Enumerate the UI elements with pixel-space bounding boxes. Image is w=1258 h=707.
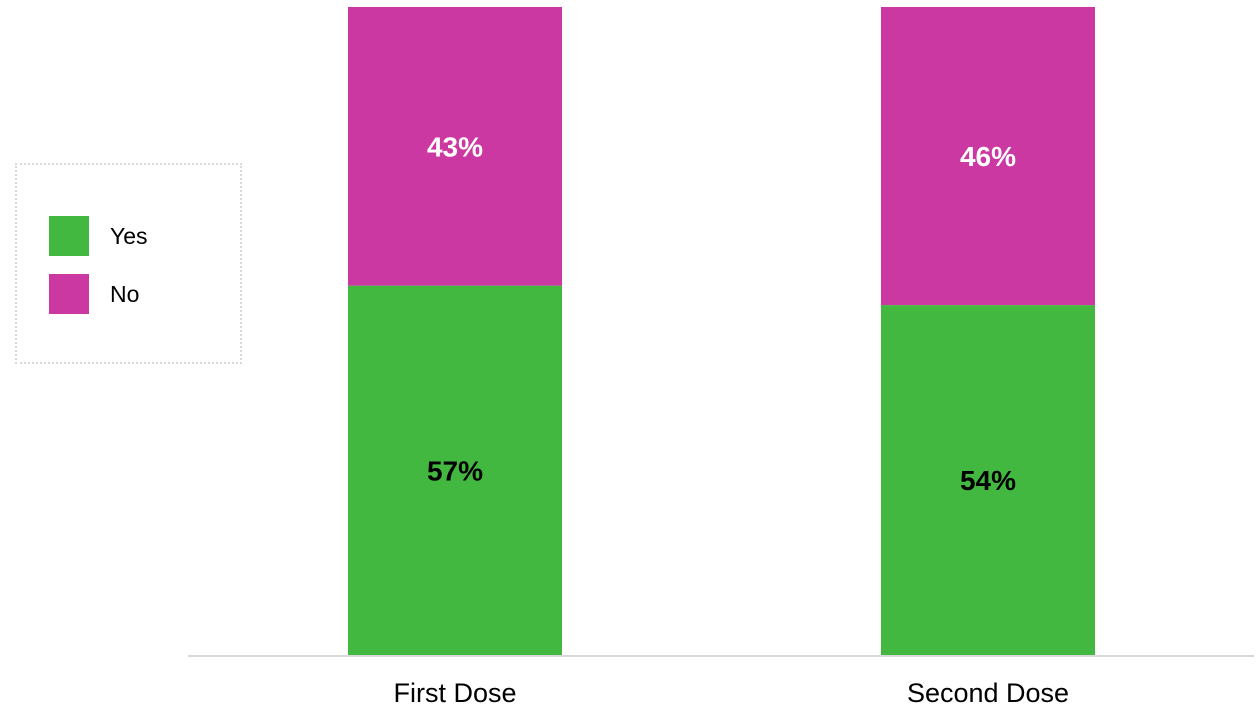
bar-first-dose-no bbox=[348, 7, 562, 286]
legend: Yes No bbox=[15, 163, 242, 364]
bar-second-dose-no bbox=[881, 7, 1095, 306]
data-label-second-dose-yes: 54% bbox=[960, 465, 1016, 496]
x-tick-label-first-dose: First Dose bbox=[393, 678, 516, 707]
legend-item-yes: Yes bbox=[49, 216, 148, 256]
data-label-first-dose-no: 43% bbox=[427, 131, 483, 162]
data-label-first-dose-yes: 57% bbox=[427, 455, 483, 486]
legend-swatch-no bbox=[49, 274, 89, 314]
x-tick-label-second-dose: Second Dose bbox=[907, 678, 1069, 707]
bar-first-dose-yes bbox=[348, 285, 562, 655]
legend-swatch-yes bbox=[49, 216, 89, 256]
legend-label-no: No bbox=[110, 280, 140, 307]
legend-item-no: No bbox=[49, 274, 139, 314]
data-label-second-dose-no: 46% bbox=[960, 141, 1016, 172]
legend-label-yes: Yes bbox=[110, 222, 148, 249]
bar-second-dose-yes bbox=[881, 305, 1095, 655]
